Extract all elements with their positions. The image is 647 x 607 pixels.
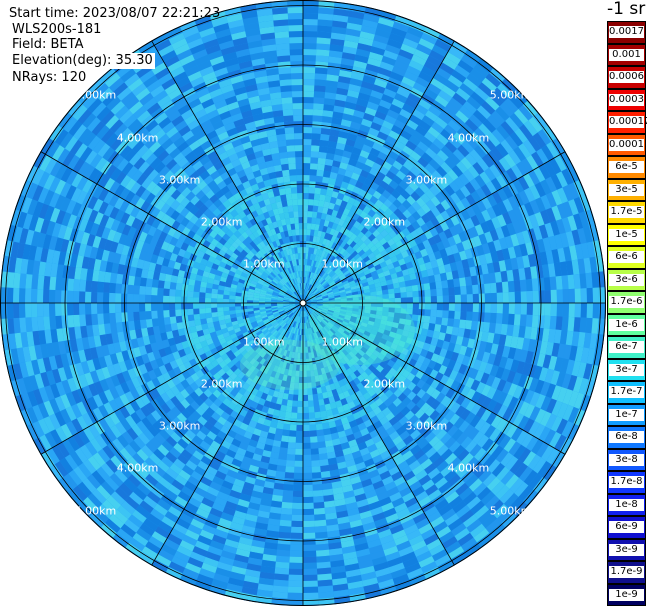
range-label: 4.00km [447, 461, 490, 475]
colorbar-label: 6e-5 [609, 161, 644, 173]
range-label: 4.00km [116, 461, 159, 475]
colorbar-label: 6e-7 [609, 341, 644, 353]
colorbar-label: 1e-9 [609, 588, 644, 601]
colorbar-label: 1e-6 [609, 318, 644, 331]
colorbar-label: 1.7e-9 [609, 566, 644, 578]
azimuth-spoke [302, 151, 566, 304]
outer-ring [0, 0, 606, 606]
colorbar-label: 0.0003 [609, 93, 644, 106]
range-ring [243, 243, 363, 363]
azimuth-spoke [40, 151, 304, 304]
colorbar-label: 1e-7 [609, 408, 644, 421]
colorbar-label: 3e-9 [609, 543, 644, 556]
range-label: 2.00km [363, 215, 406, 229]
colorbar-label: 3e-6 [609, 273, 644, 286]
nrays-label: NRays: 120 [12, 70, 87, 85]
signal-patch [305, 295, 415, 365]
range-ring [183, 183, 423, 423]
colorbar-label: 6e-8 [609, 431, 644, 443]
range-gates [0, 0, 606, 606]
range-label: 2.00km [363, 377, 406, 391]
signal-patch-2 [240, 340, 340, 390]
colorbar-label: 3e-8 [609, 453, 644, 466]
range-label: 2.00km [200, 377, 243, 391]
radar-center [299, 299, 307, 307]
start-time-label: Start time: 2023/08/07 22:21:23 [9, 6, 221, 21]
range-label: 3.00km [405, 173, 448, 187]
elevation-label: Elevation(deg): 35.30 [12, 53, 155, 69]
range-ring [64, 64, 542, 542]
azimuth-spoke [302, 40, 455, 304]
colorbar-label: 6e-9 [609, 521, 644, 533]
colorbar: 0.0017 0.001 0.0006 0.0003 0.00017 0.0001 6e-5… [607, 21, 647, 607]
colorbar-label: 1.7e-8 [609, 476, 644, 488]
azimuth-spoke [151, 40, 304, 304]
range-label: 5.00km [74, 504, 117, 518]
colorbar-label: 1.7e-5 [609, 206, 644, 218]
colorbar-label: 0.0001 [609, 138, 644, 151]
range-label: 1.00km [242, 335, 285, 349]
units-label: -1 sr [607, 0, 646, 19]
colorbar-label: 6e-6 [609, 251, 644, 263]
range-label: 3.00km [158, 173, 201, 187]
colorbar-label: 1.7e-7 [609, 386, 644, 398]
azimuth-spoke [302, 302, 455, 566]
colorbar-label: 1.7e-6 [609, 296, 644, 308]
colorbar-label: 0.0006 [609, 71, 644, 83]
instrument-label: WLS200s-181 [12, 22, 102, 37]
range-label: 5.00km [489, 88, 532, 102]
colorbar-label: 0.001 [609, 48, 644, 61]
colorbar-label: 0.00017 [609, 116, 647, 128]
range-label: 3.00km [405, 419, 448, 433]
range-label: 5.00km [74, 88, 117, 102]
azimuth-spoke [40, 302, 304, 455]
field-label: Field: BETA [12, 37, 84, 52]
range-label: 1.00km [321, 257, 364, 271]
colorbar-label: 1e-8 [609, 498, 644, 511]
range-label: 4.00km [447, 131, 490, 145]
range-label: 4.00km [116, 131, 159, 145]
colorbar-label: 3e-7 [609, 363, 644, 376]
range-label: 1.00km [242, 257, 285, 271]
range-label: 3.00km [158, 419, 201, 433]
range-ring [124, 124, 482, 482]
range-label: 2.00km [200, 215, 243, 229]
range-label: 5.00km [489, 504, 532, 518]
azimuth-spoke [151, 302, 304, 566]
colorbar-label: 1e-5 [609, 228, 644, 241]
colorbar-label: 3e-5 [609, 183, 644, 196]
ppi-plot [0, 0, 606, 606]
range-label: 1.00km [321, 335, 364, 349]
colorbar-label: 0.0017 [609, 26, 644, 38]
range-ring [5, 5, 601, 601]
azimuth-spoke [302, 302, 566, 455]
